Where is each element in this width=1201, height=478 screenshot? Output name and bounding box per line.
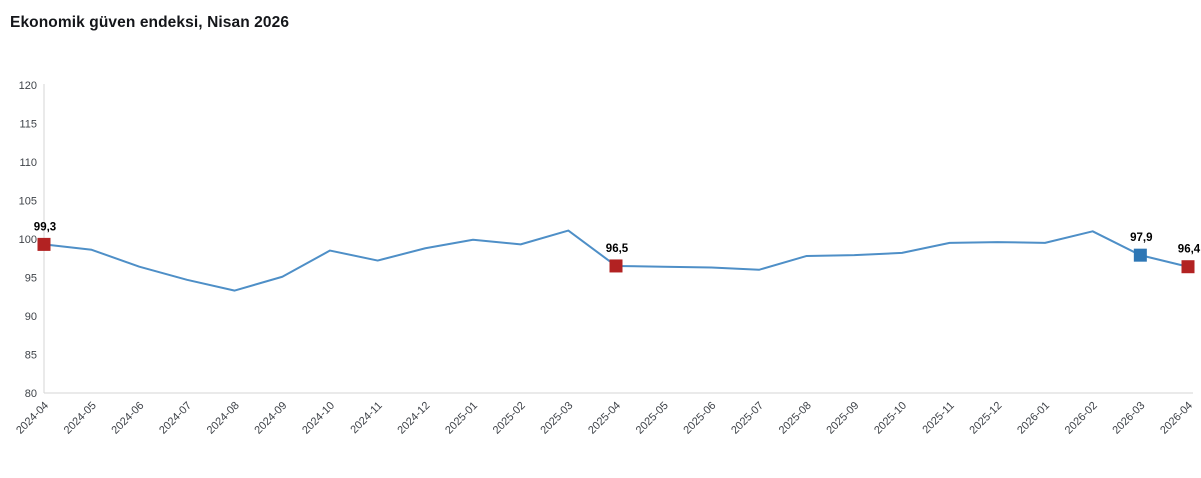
x-axis-label: 2025-11	[920, 400, 956, 436]
x-axis-label: 2024-10	[300, 400, 337, 437]
x-axis-label: 2024-11	[348, 400, 384, 436]
x-axis-label: 2024-04	[14, 400, 51, 437]
x-axis-label: 2025-02	[491, 400, 528, 437]
chart-title: Ekonomik güven endeksi, Nisan 2026	[10, 14, 290, 31]
x-axis-label: 2026-04	[1158, 400, 1195, 437]
y-axis-label: 105	[19, 196, 37, 208]
x-axis-label: 2025-07	[729, 400, 766, 437]
x-axis-label: 2025-04	[586, 400, 623, 437]
x-axis-label: 2024-09	[252, 400, 289, 437]
x-axis-label: 2025-09	[824, 400, 861, 437]
data-point-marker[interactable]	[1133, 248, 1147, 262]
data-point-label: 97,9	[1130, 232, 1152, 244]
y-axis-label: 110	[19, 157, 37, 169]
y-axis-label: 120	[19, 80, 37, 92]
x-axis-label: 2025-10	[872, 400, 909, 437]
data-point-marker[interactable]	[609, 259, 623, 273]
x-axis-label: 2024-07	[157, 400, 194, 437]
x-axis-label: 2025-06	[681, 400, 718, 437]
x-axis-label: 2024-05	[62, 400, 99, 437]
data-point-label: 96,4	[1178, 244, 1201, 256]
x-axis-label: 2026-01	[1015, 400, 1052, 437]
y-axis-label: 95	[25, 273, 37, 285]
x-axis-label: 2025-08	[777, 400, 814, 437]
y-axis-label: 100	[19, 234, 37, 246]
x-axis-label: 2025-01	[443, 400, 480, 437]
data-point-label: 96,5	[606, 243, 629, 255]
x-axis-label: 2026-03	[1110, 400, 1147, 437]
x-axis-label: 2026-02	[1063, 400, 1100, 437]
y-axis-label: 115	[19, 119, 37, 131]
x-axis-label: 2025-12	[967, 400, 1004, 437]
x-axis-label: 2024-06	[109, 400, 146, 437]
x-axis-label: 2024-12	[395, 400, 432, 437]
y-axis-label: 90	[25, 311, 37, 323]
data-point-label: 99,3	[34, 221, 56, 233]
y-axis-label: 85	[25, 350, 37, 362]
data-point-marker[interactable]	[1181, 260, 1195, 274]
y-axis-label: 80	[25, 388, 37, 400]
data-point-marker[interactable]	[37, 237, 51, 251]
x-axis-label: 2025-03	[538, 400, 575, 437]
x-axis-label: 2024-08	[205, 400, 242, 437]
x-axis-label: 2025-05	[634, 400, 671, 437]
